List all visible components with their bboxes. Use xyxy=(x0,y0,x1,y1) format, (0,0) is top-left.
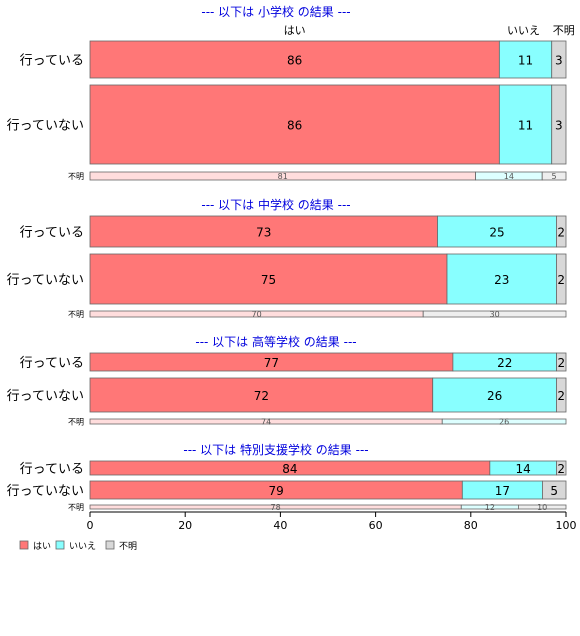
bar-segment-fumei xyxy=(551,84,567,165)
row-label: 行っている xyxy=(20,226,84,241)
bar-segment-hai xyxy=(89,215,438,248)
x-tick-label: 80 xyxy=(464,519,478,532)
data-label: 84 xyxy=(282,462,297,476)
group-title: --- 以下は 高等学校 の結果 --- xyxy=(195,334,356,349)
data-label: 79 xyxy=(269,484,284,498)
x-tick-label: 20 xyxy=(178,519,192,532)
data-label: 86 xyxy=(287,119,302,133)
data-label: 77 xyxy=(264,356,279,370)
data-label: 17 xyxy=(495,484,510,498)
bar-segment-iie xyxy=(498,84,553,165)
row-label: 行っていない xyxy=(7,484,84,499)
row-label: 行っていない xyxy=(7,389,84,404)
bar-segment-fumei xyxy=(541,171,567,181)
data-label: 70 xyxy=(252,310,262,319)
data-label: 74 xyxy=(261,418,271,427)
data-label: 22 xyxy=(497,356,512,370)
data-label: 75 xyxy=(261,273,276,287)
row-label: 行っている xyxy=(20,462,84,477)
data-label: 78 xyxy=(271,503,281,512)
legend-swatch-fumei xyxy=(105,540,115,550)
x-tick-label: 40 xyxy=(273,519,287,532)
bar-segment-hai xyxy=(89,253,448,305)
group-title: --- 以下は 中学校 の結果 --- xyxy=(201,197,350,212)
row-label: 行っている xyxy=(20,356,84,371)
data-label: 2 xyxy=(557,389,565,403)
bar-segment-iie xyxy=(437,215,557,248)
data-label: 2 xyxy=(557,273,565,287)
x-tick-label: 100 xyxy=(556,519,577,532)
data-label: 11 xyxy=(518,54,533,68)
data-label: 2 xyxy=(557,226,565,240)
row-label: 行っていない xyxy=(7,119,84,134)
column-header-fumei: 不明 xyxy=(553,24,575,37)
bar-segment-fumei xyxy=(422,310,567,318)
data-label: 2 xyxy=(557,462,565,476)
data-label: 23 xyxy=(494,273,509,287)
bar-segment-fumei xyxy=(556,352,567,372)
legend-swatch-iie xyxy=(55,540,65,550)
bar-segment-iie xyxy=(446,253,557,305)
bar-segment-fumei xyxy=(518,504,567,510)
column-header-iie: いいえ xyxy=(507,24,540,37)
group-title: --- 以下は 小学校 の結果 --- xyxy=(201,4,350,19)
bar-segment-hai xyxy=(89,40,500,79)
bar-segment-fumei xyxy=(551,40,567,79)
legend-swatch-hai xyxy=(19,540,29,550)
bar-segment-iie xyxy=(498,40,553,79)
data-label: 73 xyxy=(256,226,271,240)
data-label: 5 xyxy=(550,484,558,498)
x-tick-label: 0 xyxy=(87,519,94,532)
data-label: 2 xyxy=(557,356,565,370)
data-label: 14 xyxy=(504,172,514,181)
data-label: 86 xyxy=(287,54,302,68)
data-label: 11 xyxy=(518,119,533,133)
data-label: 5 xyxy=(552,172,557,181)
bar-segment-iie xyxy=(441,418,567,425)
data-label: 25 xyxy=(489,226,504,240)
row-label: 行っている xyxy=(20,54,84,69)
bar-segment-fumei xyxy=(556,215,567,248)
group-title: --- 以下は 特別支援学校 の結果 --- xyxy=(183,442,368,457)
bar-segment-fumei xyxy=(556,253,567,305)
data-label: 81 xyxy=(278,172,288,181)
row-label: 不明 xyxy=(68,503,84,512)
bar-segment-hai xyxy=(89,84,500,165)
data-label: 3 xyxy=(555,54,563,68)
data-label: 72 xyxy=(254,389,269,403)
x-tick-label: 60 xyxy=(369,519,383,532)
legend-label-hai: はい xyxy=(33,541,51,552)
column-header-hai: はい xyxy=(284,24,306,37)
data-label: 12 xyxy=(485,503,495,512)
data-label: 3 xyxy=(555,119,563,133)
bar-segment-iie xyxy=(432,377,557,413)
data-label: 10 xyxy=(537,503,547,512)
legend-label-fumei: 不明 xyxy=(119,541,137,552)
bar-segment-fumei xyxy=(542,480,567,500)
row-label: 不明 xyxy=(68,172,84,181)
bar-segment-fumei xyxy=(556,377,567,413)
bar-segment-fumei xyxy=(556,460,567,476)
row-label: 不明 xyxy=(68,418,84,427)
row-label: 行っていない xyxy=(7,273,84,288)
legend-label-iie: いいえ xyxy=(69,541,96,552)
data-label: 14 xyxy=(516,462,531,476)
data-label: 26 xyxy=(487,389,502,403)
row-label: 不明 xyxy=(68,310,84,319)
data-label: 26 xyxy=(499,418,509,427)
bar-segment-hai xyxy=(89,377,434,413)
data-label: 30 xyxy=(490,310,500,319)
